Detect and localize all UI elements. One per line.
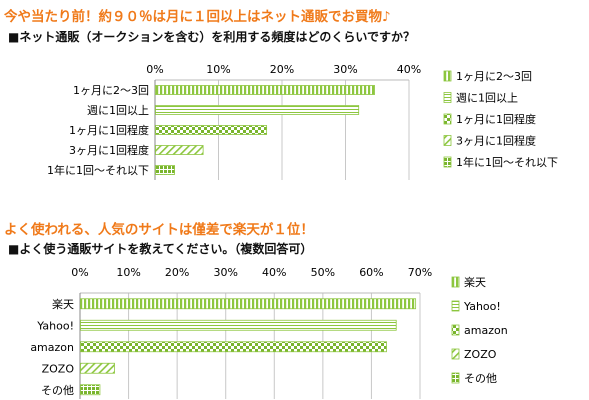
category-label: 1年に1回～それ以下 [47, 163, 149, 177]
subtitle-sites-question: ■よく使う通販サイトを教えてください。（複数回答可） [8, 242, 313, 256]
legend-label: 1ヶ月に1回程度 [456, 112, 536, 126]
x-tick-label: 60% [359, 266, 383, 279]
legend-label: その他 [464, 372, 497, 385]
x-tick-label: 20% [165, 266, 189, 279]
bar-3 [155, 125, 268, 135]
x-tick-label: 30% [213, 266, 237, 279]
x-tick-label: 30% [333, 63, 357, 76]
x-tick-label: 40% [262, 266, 286, 279]
legend-label: 週に1回以上 [456, 92, 518, 105]
category-label: ZOZO [42, 362, 75, 375]
category-label: 週に1回以上 [87, 104, 149, 117]
legend-swatch [451, 324, 460, 336]
subtitle-frequency-question: ■ネット通販（オークションを含む）を利用する頻度はどのくらいですか？ [8, 30, 415, 44]
bar-5 [80, 384, 101, 396]
legend-swatch [451, 348, 460, 360]
category-label: 1ヶ月に1回程度 [69, 123, 149, 137]
legend-label: Yahoo! [463, 300, 501, 313]
bar-4 [80, 362, 115, 374]
bar-2 [155, 105, 360, 115]
legend-swatch [451, 300, 460, 312]
x-tick-label: 20% [270, 63, 294, 76]
legend-swatch [443, 113, 452, 125]
x-tick-label: 70% [408, 266, 432, 279]
legend-label: ZOZO [464, 348, 497, 361]
bar-1 [80, 298, 417, 310]
category-label: その他 [41, 384, 74, 397]
legend-label: 楽天 [464, 276, 486, 289]
sites-bar-chart: 0% 10% 20% 30% 40% 50% 60% 70% 楽天 Yahoo! amazon ZOZ… [30, 266, 508, 399]
legend-label: amazon [464, 324, 508, 337]
bar-5 [155, 165, 175, 175]
legend-label: 1ヶ月に2～3回 [456, 70, 532, 83]
bar-4 [155, 145, 204, 155]
legend-swatch [451, 276, 460, 288]
legend-label: 3ヶ月に1回程度 [456, 134, 536, 148]
x-tick-label: 40% [397, 63, 421, 76]
headline-frequency: 今や当たり前！約９０％は月に１回以上はネット通販でお買物♪ [4, 9, 391, 25]
frequency-bar-chart: 0% 10% 20% 30% 40%1ヶ月に2～3回週に1回以上1ヶ月に1回程度3ヶ月に… [47, 63, 558, 180]
category-label: 1ヶ月に2～3回 [73, 84, 149, 97]
bar-3 [80, 341, 387, 353]
legend-swatch [443, 135, 452, 146]
category-label: Yahoo! [36, 319, 74, 332]
bar-1 [155, 85, 375, 95]
x-tick-label: 0% [146, 63, 163, 76]
bar-2 [80, 319, 397, 331]
x-tick-label: 10% [116, 266, 140, 279]
headline-popular-sites: よく使われる、人気のサイトは僅差で楽天が１位！ [4, 222, 314, 238]
x-tick-label: 0% [71, 266, 88, 279]
legend-swatch [443, 92, 452, 103]
x-tick-label: 50% [311, 266, 335, 279]
legend-swatch [451, 372, 460, 384]
legend-swatch [443, 156, 452, 168]
legend-label: 1年に1回～それ以下 [456, 155, 558, 169]
category-label: amazon [30, 341, 74, 354]
legend-swatch [443, 70, 452, 82]
category-label: 楽天 [52, 298, 74, 311]
x-tick-label: 10% [206, 63, 230, 76]
category-label: 3ヶ月に1回程度 [69, 143, 149, 157]
